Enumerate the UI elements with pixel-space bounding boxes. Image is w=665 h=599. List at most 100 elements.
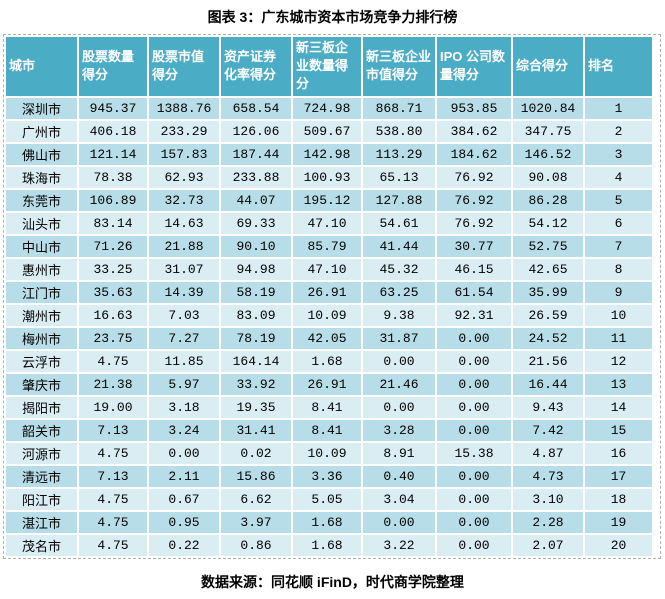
score-cell: 2.11 <box>149 465 219 487</box>
table-row: 揭阳市 19.00 3.18 19.35 8.41 0.00 0.00 9.43 14 <box>6 396 652 418</box>
score-cell: 3.10 <box>513 488 583 510</box>
score-cell: 233.88 <box>221 166 291 188</box>
rank-cell: 9 <box>585 281 652 303</box>
city-cell: 揭阳市 <box>6 396 77 418</box>
score-cell: 3.22 <box>363 534 435 556</box>
table-row: 汕头市 83.14 14.63 69.33 47.10 54.61 76.92 54.12 6 <box>6 212 652 234</box>
score-cell: 94.98 <box>221 258 291 280</box>
table-row: 惠州市 33.25 31.07 94.98 47.10 45.32 46.15 42.65 8 <box>6 258 652 280</box>
score-cell: 90.08 <box>513 166 583 188</box>
score-cell: 0.00 <box>363 396 435 418</box>
score-cell: 4.87 <box>513 442 583 464</box>
score-cell: 42.65 <box>513 258 583 280</box>
score-cell: 16.63 <box>79 304 147 326</box>
score-cell: 0.00 <box>363 350 435 372</box>
table-body: 深圳市 945.37 1388.76 658.54 724.98 868.71 953.85… <box>6 97 652 556</box>
score-cell: 0.95 <box>149 511 219 533</box>
score-cell: 31.07 <box>149 258 219 280</box>
score-cell: 0.00 <box>437 488 511 510</box>
table-row: 江门市 35.63 14.39 58.19 26.91 63.25 61.54 35.99 9 <box>6 281 652 303</box>
score-cell: 0.00 <box>363 511 435 533</box>
table-row: 广州市 406.18 233.29 126.06 509.67 538.80 384.62 3… <box>6 120 652 142</box>
score-cell: 92.31 <box>437 304 511 326</box>
score-cell: 52.75 <box>513 235 583 257</box>
score-cell: 0.00 <box>149 442 219 464</box>
rank-cell: 7 <box>585 235 652 257</box>
table-row: 云浮市 4.75 11.85 164.14 1.68 0.00 0.00 21.56 12 <box>6 350 652 372</box>
score-cell: 30.77 <box>437 235 511 257</box>
score-cell: 509.67 <box>293 120 361 142</box>
rank-cell: 14 <box>585 396 652 418</box>
score-cell: 23.75 <box>79 327 147 349</box>
score-cell: 47.10 <box>293 212 361 234</box>
score-cell: 85.79 <box>293 235 361 257</box>
score-cell: 61.54 <box>437 281 511 303</box>
score-cell: 724.98 <box>293 97 361 119</box>
score-cell: 8.91 <box>363 442 435 464</box>
score-cell: 6.62 <box>221 488 291 510</box>
score-cell: 78.38 <box>79 166 147 188</box>
score-cell: 233.29 <box>149 120 219 142</box>
score-cell: 42.05 <box>293 327 361 349</box>
city-cell: 惠州市 <box>6 258 77 280</box>
rank-cell: 17 <box>585 465 652 487</box>
table-row: 东莞市 106.89 32.73 44.07 195.12 127.88 76.92 86.2… <box>6 189 652 211</box>
score-cell: 8.41 <box>293 396 361 418</box>
score-cell: 31.87 <box>363 327 435 349</box>
score-cell: 45.32 <box>363 258 435 280</box>
score-cell: 4.73 <box>513 465 583 487</box>
city-cell: 茂名市 <box>6 534 77 556</box>
score-cell: 26.91 <box>293 373 361 395</box>
score-cell: 7.42 <box>513 419 583 441</box>
score-cell: 0.40 <box>363 465 435 487</box>
score-cell: 11.85 <box>149 350 219 372</box>
score-cell: 164.14 <box>221 350 291 372</box>
score-cell: 2.28 <box>513 511 583 533</box>
score-cell: 127.88 <box>363 189 435 211</box>
score-cell: 76.92 <box>437 189 511 211</box>
score-cell: 58.19 <box>221 281 291 303</box>
rank-cell: 11 <box>585 327 652 349</box>
table-row: 湛江市 4.75 0.95 3.97 1.68 0.00 0.00 2.28 19 <box>6 511 652 533</box>
score-cell: 4.75 <box>79 350 147 372</box>
score-cell: 21.56 <box>513 350 583 372</box>
score-cell: 15.38 <box>437 442 511 464</box>
score-cell: 3.97 <box>221 511 291 533</box>
column-header: 城市 <box>6 37 77 96</box>
score-cell: 0.00 <box>437 327 511 349</box>
city-cell: 广州市 <box>6 120 77 142</box>
score-cell: 32.73 <box>149 189 219 211</box>
score-cell: 5.05 <box>293 488 361 510</box>
city-cell: 肇庆市 <box>6 373 77 395</box>
score-cell: 126.06 <box>221 120 291 142</box>
score-cell: 71.26 <box>79 235 147 257</box>
score-cell: 5.97 <box>149 373 219 395</box>
score-cell: 1.68 <box>293 350 361 372</box>
score-cell: 868.71 <box>363 97 435 119</box>
score-cell: 10.09 <box>293 442 361 464</box>
score-cell: 347.75 <box>513 120 583 142</box>
score-cell: 113.29 <box>363 143 435 165</box>
score-cell: 31.41 <box>221 419 291 441</box>
city-cell: 中山市 <box>6 235 77 257</box>
score-cell: 195.12 <box>293 189 361 211</box>
score-cell: 106.89 <box>79 189 147 211</box>
rank-cell: 8 <box>585 258 652 280</box>
score-cell: 146.52 <box>513 143 583 165</box>
score-cell: 33.92 <box>221 373 291 395</box>
city-cell: 潮州市 <box>6 304 77 326</box>
score-cell: 9.43 <box>513 396 583 418</box>
score-cell: 16.44 <box>513 373 583 395</box>
city-cell: 东莞市 <box>6 189 77 211</box>
city-cell: 云浮市 <box>6 350 77 372</box>
score-cell: 4.75 <box>79 488 147 510</box>
score-cell: 19.00 <box>79 396 147 418</box>
score-cell: 4.75 <box>79 442 147 464</box>
score-cell: 3.18 <box>149 396 219 418</box>
score-cell: 78.19 <box>221 327 291 349</box>
city-cell: 韶关市 <box>6 419 77 441</box>
score-cell: 26.59 <box>513 304 583 326</box>
column-header: 资产证券化率得分 <box>221 37 291 96</box>
score-cell: 41.44 <box>363 235 435 257</box>
rank-cell: 12 <box>585 350 652 372</box>
